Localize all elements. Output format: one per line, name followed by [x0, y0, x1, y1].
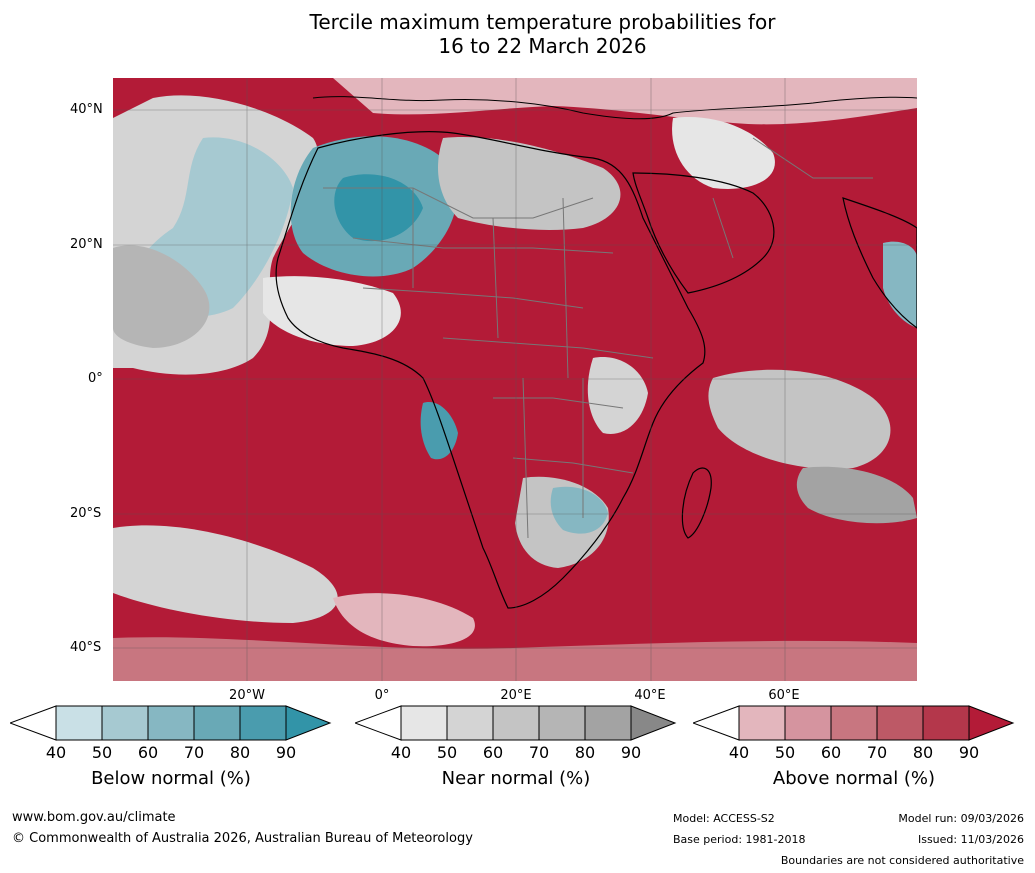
below-normal-caption: Below normal (%): [91, 768, 251, 789]
map-canvas: [113, 78, 917, 681]
tick: 50: [774, 743, 796, 762]
madagascar-coastline: [681, 467, 712, 539]
lat-label-equator: 0°: [88, 371, 103, 386]
lat-label-40s: 40°S: [70, 640, 102, 655]
title-line-2: 16 to 22 March 2026: [438, 34, 647, 58]
graticule: [113, 78, 917, 681]
africa-coastline: [275, 131, 706, 609]
lat-label-40n: 40°N: [70, 102, 103, 117]
website-link[interactable]: www.bom.gov.au/climate: [12, 810, 176, 825]
below-normal-low-arrow: [8, 705, 57, 741]
near-normal-50-60: [446, 705, 494, 741]
lon-label-0: 0°: [374, 688, 390, 703]
below-normal-ticks: 40 50 60 70 80 90: [10, 743, 332, 763]
probability-map: [113, 78, 917, 681]
tick: 90: [958, 743, 980, 762]
above-normal-high-arrow: [968, 705, 1015, 741]
lat-label-20s: 20°S: [70, 506, 102, 521]
tick: 40: [390, 743, 412, 762]
lon-label-20e: 20°E: [500, 688, 532, 703]
east-africa-near-normal: [587, 357, 648, 434]
colorbar-near-normal: 40 50 60 70 80 90 Near normal (%): [353, 705, 677, 795]
tick: 70: [866, 743, 888, 762]
india-below-normal: [883, 241, 917, 328]
near-normal-ticks: 40 50 60 70 80 90: [355, 743, 677, 763]
tick: 90: [620, 743, 642, 762]
base-period: Base period: 1981-2018: [673, 833, 806, 846]
near-normal-caption: Near normal (%): [441, 768, 591, 789]
near-normal-60-70: [492, 705, 540, 741]
lon-label-20w: 20°W: [229, 688, 265, 703]
copyright-text: © Commonwealth of Australia 2026, Austra…: [12, 831, 473, 846]
below-normal-high-arrow: [285, 705, 332, 741]
colorbar-below-normal: 40 50 60 70 80 90 Below normal (%): [8, 705, 332, 795]
tick: 80: [574, 743, 596, 762]
colorbar-above-normal: 40 50 60 70 80 90 Above normal (%): [691, 705, 1015, 795]
tick: 60: [137, 743, 159, 762]
title-line-1: Tercile maximum temperature probabilitie…: [309, 10, 776, 34]
tick: 50: [436, 743, 458, 762]
near-normal-70-80: [538, 705, 586, 741]
tick: 80: [912, 743, 934, 762]
south-atlantic-light-patch: [333, 593, 475, 647]
above-normal-low-arrow: [691, 705, 740, 741]
southern-africa-below-normal: [550, 486, 608, 534]
near-normal-40-50: [400, 705, 448, 741]
above-normal-70-80: [876, 705, 924, 741]
below-normal-60-70: [147, 705, 195, 741]
colorbar-near-normal-swatches: [353, 705, 677, 741]
boundaries-disclaimer: Boundaries are not considered authoritat…: [780, 854, 1024, 867]
country-borders: [323, 137, 873, 539]
south-atlantic-near-normal: [113, 525, 338, 623]
above-normal-ticks: 40 50 60 70 80 90: [693, 743, 1015, 763]
above-normal-40-50: [738, 705, 786, 741]
below-normal-50-60: [101, 705, 149, 741]
tick: 50: [91, 743, 113, 762]
north-atlantic-gray-patch: [113, 245, 210, 348]
colorbar-above-normal-swatches: [691, 705, 1015, 741]
middle-east-near-normal: [672, 117, 775, 189]
issued-date: Issued: 11/03/2026: [917, 833, 1024, 846]
lat-label-20n: 20°N: [70, 237, 103, 252]
above-normal-80-90: [922, 705, 970, 741]
india-coastline: [842, 197, 917, 329]
near-normal-high-arrow: [630, 705, 677, 741]
tick: 70: [528, 743, 550, 762]
tick: 80: [229, 743, 251, 762]
indian-ocean-near-normal: [708, 369, 891, 469]
tick: 60: [482, 743, 504, 762]
below-normal-80-90: [239, 705, 287, 741]
above-normal-60-70: [830, 705, 878, 741]
europe-coastline: [312, 96, 917, 120]
tick: 40: [728, 743, 750, 762]
model-name: Model: ACCESS-S2: [673, 812, 775, 825]
indian-ocean-gray-core: [796, 466, 917, 524]
europe-light-area: [333, 78, 917, 125]
chart-title: Tercile maximum temperature probabilitie…: [0, 10, 1035, 58]
lon-label-40e: 40°E: [634, 688, 666, 703]
tick: 40: [45, 743, 67, 762]
below-normal-70-80: [193, 705, 241, 741]
north-africa-near-normal: [438, 137, 621, 230]
below-normal-40-50: [55, 705, 103, 741]
near-normal-low-arrow: [353, 705, 402, 741]
colorbar-below-normal-swatches: [8, 705, 332, 741]
tick: 60: [820, 743, 842, 762]
lon-label-60e: 60°E: [768, 688, 800, 703]
tick: 70: [183, 743, 205, 762]
above-normal-caption: Above normal (%): [772, 768, 936, 789]
model-run-date: Model run: 09/03/2026: [898, 812, 1024, 825]
near-normal-80-90: [584, 705, 632, 741]
tick: 90: [275, 743, 297, 762]
above-normal-50-60: [784, 705, 832, 741]
sahara-below-normal-core: [334, 174, 423, 242]
arabia-coastline: [632, 172, 775, 294]
